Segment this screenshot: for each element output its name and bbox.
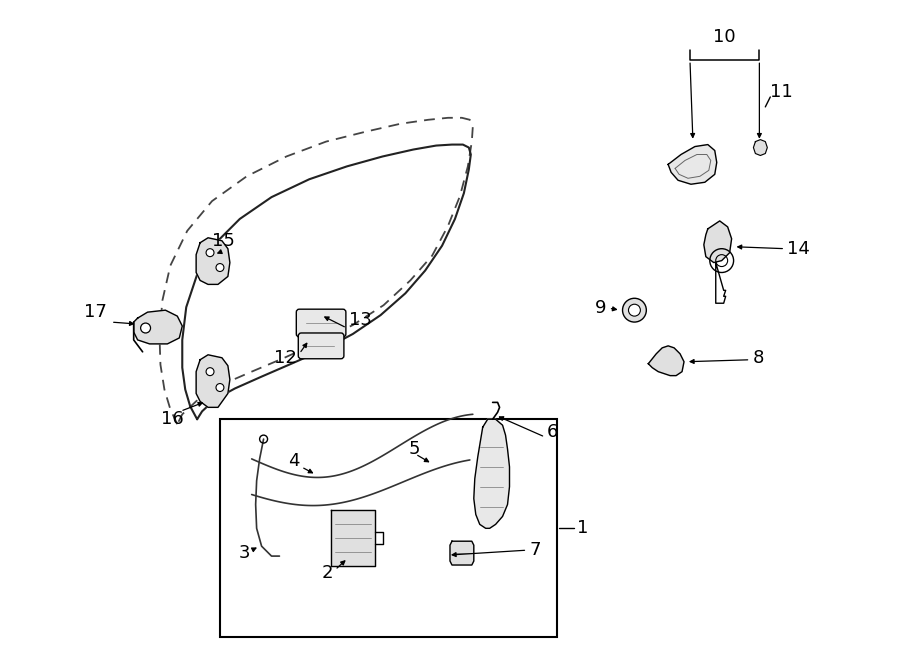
Circle shape xyxy=(628,304,641,316)
Circle shape xyxy=(140,323,150,333)
Text: 5: 5 xyxy=(409,440,420,458)
Polygon shape xyxy=(753,139,768,155)
Circle shape xyxy=(206,249,214,256)
Polygon shape xyxy=(134,310,183,344)
Text: 3: 3 xyxy=(238,544,249,562)
Circle shape xyxy=(216,264,224,272)
FancyBboxPatch shape xyxy=(298,333,344,359)
Bar xyxy=(220,419,557,637)
Polygon shape xyxy=(196,238,230,284)
Polygon shape xyxy=(331,510,374,566)
Text: 7: 7 xyxy=(529,541,541,559)
Polygon shape xyxy=(668,145,716,184)
Text: 8: 8 xyxy=(752,349,764,367)
Text: 4: 4 xyxy=(288,452,300,470)
Text: 6: 6 xyxy=(547,423,559,441)
Text: 10: 10 xyxy=(714,28,736,46)
Text: 14: 14 xyxy=(788,240,810,258)
Polygon shape xyxy=(648,346,684,375)
Text: 11: 11 xyxy=(770,83,793,101)
Polygon shape xyxy=(473,419,509,528)
Text: 1: 1 xyxy=(577,520,589,537)
Circle shape xyxy=(623,298,646,322)
Text: 16: 16 xyxy=(161,410,184,428)
Text: 12: 12 xyxy=(274,349,297,367)
Text: 13: 13 xyxy=(349,311,372,329)
Text: 17: 17 xyxy=(84,303,106,321)
Text: 2: 2 xyxy=(321,564,333,582)
Circle shape xyxy=(206,368,214,375)
Text: 9: 9 xyxy=(595,299,607,317)
FancyBboxPatch shape xyxy=(296,309,346,337)
Polygon shape xyxy=(704,221,732,262)
Text: 15: 15 xyxy=(212,232,236,250)
Circle shape xyxy=(216,383,224,391)
Polygon shape xyxy=(196,355,230,407)
Polygon shape xyxy=(450,541,473,565)
